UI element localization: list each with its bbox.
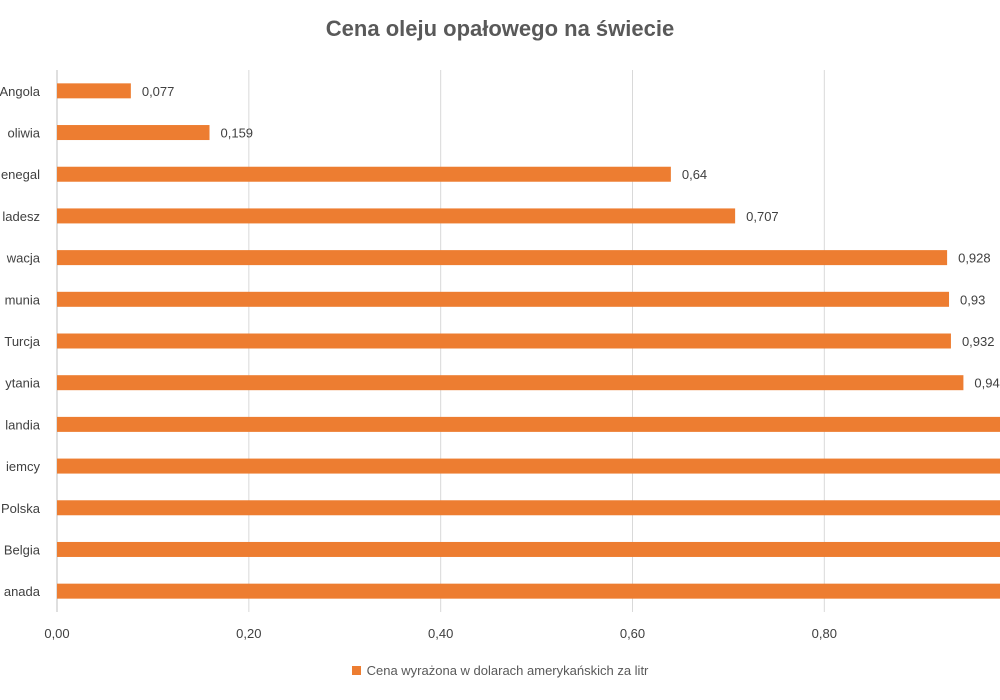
legend: Cena wyrażona w dolarach amerykańskich z… <box>0 662 1000 678</box>
bar <box>57 333 951 349</box>
data-label: 0,928 <box>958 251 991 266</box>
bar <box>57 541 1000 557</box>
category-label: iemcy <box>6 459 40 474</box>
bar <box>57 208 736 224</box>
data-label: 0,945 <box>974 376 1000 391</box>
bar <box>57 375 964 391</box>
data-label: 0,707 <box>746 209 779 224</box>
category-label: Turcja <box>4 334 40 349</box>
x-tick-label: 0,20 <box>236 626 261 641</box>
x-tick-label: 0,40 <box>428 626 453 641</box>
bar <box>57 458 1000 474</box>
category-label: landia <box>5 417 40 432</box>
bar <box>57 250 948 266</box>
x-tick-label: 0,60 <box>620 626 645 641</box>
category-label: ladesz <box>2 209 40 224</box>
bar <box>57 291 950 307</box>
data-label: 0,93 <box>960 292 985 307</box>
bar <box>57 83 131 99</box>
bar <box>57 500 1000 516</box>
x-tick-label: 0,00 <box>44 626 69 641</box>
category-label: ytania <box>5 376 40 391</box>
bar <box>57 125 210 141</box>
bar <box>57 416 1000 432</box>
category-label: munia <box>5 292 41 307</box>
data-label: 0,64 <box>682 167 707 182</box>
category-label: Angola <box>0 84 41 99</box>
bar <box>57 166 671 182</box>
chart-title: Cena oleju opałowego na świecie <box>325 16 675 41</box>
category-label: anada <box>4 584 41 599</box>
category-label: Polska <box>1 501 41 516</box>
category-label: oliwia <box>7 126 40 141</box>
category-label: Belgia <box>4 542 41 557</box>
legend-swatch <box>351 666 361 676</box>
data-label: 0,932 <box>962 334 995 349</box>
legend-label: Cena wyrażona w dolarach amerykańskich z… <box>366 663 649 679</box>
bar <box>57 583 1000 599</box>
x-tick-label: 0,80 <box>812 626 837 641</box>
category-label: enegal <box>1 167 40 182</box>
data-label: 0,077 <box>142 84 175 99</box>
data-label: 0,159 <box>221 126 254 141</box>
category-label: wacja <box>6 251 41 266</box>
